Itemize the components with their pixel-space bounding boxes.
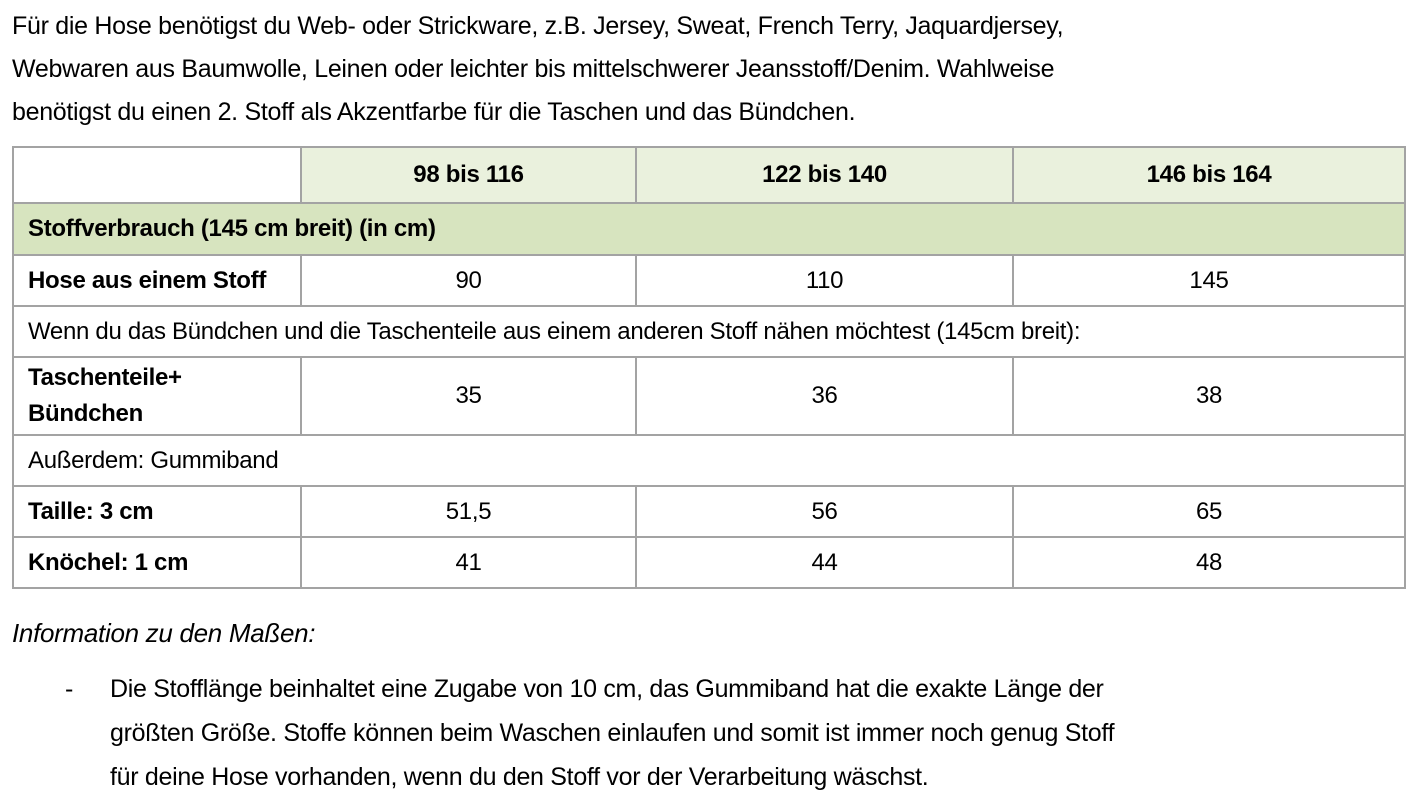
corner-cell — [12, 146, 302, 204]
note-text: Wenn du das Bündchen und die Taschenteil… — [12, 305, 1406, 358]
value-cell: 44 — [635, 536, 1014, 589]
value-cell: 35 — [300, 356, 637, 436]
size-header-row: 98 bis 116 122 bis 140 146 bis 164 — [12, 146, 1406, 204]
size-column-header-1: 98 bis 116 — [300, 146, 637, 204]
note-row-buendchen: Wenn du das Bündchen und die Taschenteil… — [12, 305, 1406, 358]
size-column-header-2: 122 bis 140 — [635, 146, 1014, 204]
section-header-row: Stoffverbrauch (145 cm breit) (in cm) — [12, 202, 1406, 256]
value-cell: 48 — [1012, 536, 1406, 589]
row-label-taschenteile: Taschenteile+ Bündchen — [12, 356, 302, 436]
bullet-text: Die Stofflänge beinhaltet eine Zugabe vo… — [110, 675, 1115, 791]
table-row-taschenteile: Taschenteile+ Bündchen 35 36 38 — [12, 356, 1406, 436]
value-cell: 65 — [1012, 485, 1406, 538]
intro-paragraph: Für die Hose benötigst du Web- oder Stri… — [12, 12, 1064, 126]
section-header-label: Stoffverbrauch (145 cm breit) (in cm) — [12, 202, 1406, 256]
value-cell: 110 — [635, 254, 1014, 307]
table-row-taille: Taille: 3 cm 51,5 56 65 — [12, 485, 1406, 538]
value-cell: 38 — [1012, 356, 1406, 436]
row-label-taille: Taille: 3 cm — [12, 485, 302, 538]
bullet-item: - Die Stofflänge beinhaltet eine Zugabe … — [65, 667, 1404, 799]
table-row-knoechel: Knöchel: 1 cm 41 44 48 — [12, 536, 1406, 589]
value-cell: 36 — [635, 356, 1014, 436]
fabric-requirements-table: 98 bis 116 122 bis 140 146 bis 164 Stoff… — [12, 146, 1406, 589]
table-row-hose: Hose aus einem Stoff 90 110 145 — [12, 254, 1406, 307]
value-cell: 90 — [300, 254, 637, 307]
size-column-header-3: 146 bis 164 — [1012, 146, 1406, 204]
note-text: Außerdem: Gummiband — [12, 434, 1406, 487]
value-cell: 145 — [1012, 254, 1406, 307]
value-cell: 41 — [300, 536, 637, 589]
row-label-knoechel: Knöchel: 1 cm — [12, 536, 302, 589]
bullet-dash-marker: - — [65, 675, 74, 703]
row-label-hose: Hose aus einem Stoff — [12, 254, 302, 307]
info-heading: Information zu den Maßen: — [12, 618, 316, 648]
note-row-gummiband: Außerdem: Gummiband — [12, 434, 1406, 487]
value-cell: 56 — [635, 485, 1014, 538]
value-cell: 51,5 — [300, 485, 637, 538]
